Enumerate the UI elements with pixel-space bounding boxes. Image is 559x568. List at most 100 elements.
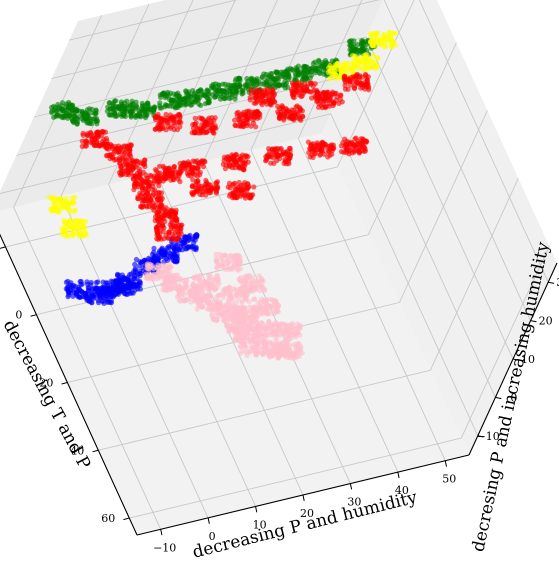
data-point [272,99,278,105]
data-point [273,331,279,338]
data-point [121,112,127,118]
data-point [259,346,266,352]
data-point [116,288,122,294]
data-point [240,326,246,332]
data-point [238,187,244,193]
data-point [208,281,214,287]
tick-label: −10 [477,430,500,443]
data-point [259,94,265,100]
data-point [275,103,281,110]
tick-mark [302,494,305,501]
data-point [177,160,183,167]
data-point [123,143,129,149]
data-point [361,67,367,73]
data-point [61,217,67,223]
data-point [94,286,100,292]
data-point [86,292,92,298]
data-point [285,328,291,335]
data-point [242,158,249,164]
data-point [356,145,362,151]
y-axis-ticks: −10 0 10 20 30 40 50 [153,460,456,554]
data-point [139,176,145,182]
data-point [117,161,123,167]
data-point [201,122,208,128]
data-point [316,57,322,64]
tick-label: 0 [15,309,22,322]
data-point [210,84,216,90]
data-point [203,192,209,198]
data-point [227,305,233,311]
z-gridline [0,113,331,194]
data-point [330,102,336,109]
data-point [163,278,169,284]
data-point [164,287,170,293]
data-point [122,159,128,165]
data-point [77,231,83,237]
tick-mark [61,381,68,385]
x-axis-line [0,233,138,536]
data-point [295,71,302,77]
data-point [389,43,395,49]
data-point [241,280,247,287]
data-point [272,77,278,83]
data-point [129,277,135,283]
data-point [386,30,392,36]
data-point [85,285,91,291]
data-point [344,63,351,69]
data-point [171,163,177,170]
data-point [303,84,309,90]
data-point [247,194,254,200]
data-point [89,286,96,292]
data-point [242,305,248,311]
data-point [198,87,204,93]
data-point [59,231,65,237]
tick-mark [0,246,6,249]
data-point [212,94,218,100]
tick-label: 50 [442,473,456,486]
data-point [62,224,68,230]
data-point [171,280,178,286]
data-point [263,79,270,86]
data-point [71,231,77,237]
data-point [199,158,205,164]
tick-mark [160,529,163,536]
data-point [330,65,336,71]
data-point [310,60,316,67]
data-point [103,280,109,286]
data-point [126,172,132,178]
data-point [273,336,279,342]
data-point [232,117,238,123]
data-point [258,308,264,314]
data-point [223,252,229,259]
tick-mark [477,435,484,438]
data-point [268,71,274,77]
data-point [225,329,232,335]
data-point [194,299,200,305]
data-point [196,183,202,189]
tick-label: 0 [510,391,517,404]
data-point [232,159,239,165]
data-point [319,105,325,111]
y-gridline [60,195,209,519]
data-point [71,106,78,112]
data-point [298,106,304,112]
data-point [245,83,251,89]
data-point [167,276,173,282]
data-point [258,283,264,289]
data-point [91,295,97,301]
data-point [232,335,238,341]
data-point [304,75,310,82]
data-point [174,258,180,264]
data-point [160,90,166,97]
data-point [275,109,281,115]
data-point [323,141,329,148]
data-point [143,179,150,186]
data-point [271,160,277,166]
tick-mark [30,314,37,317]
z-gridline [69,0,238,41]
tick-mark [548,281,555,284]
tick-label: 40 [395,484,409,497]
data-point [151,173,157,179]
data-point [194,126,200,132]
data-point [251,308,258,314]
